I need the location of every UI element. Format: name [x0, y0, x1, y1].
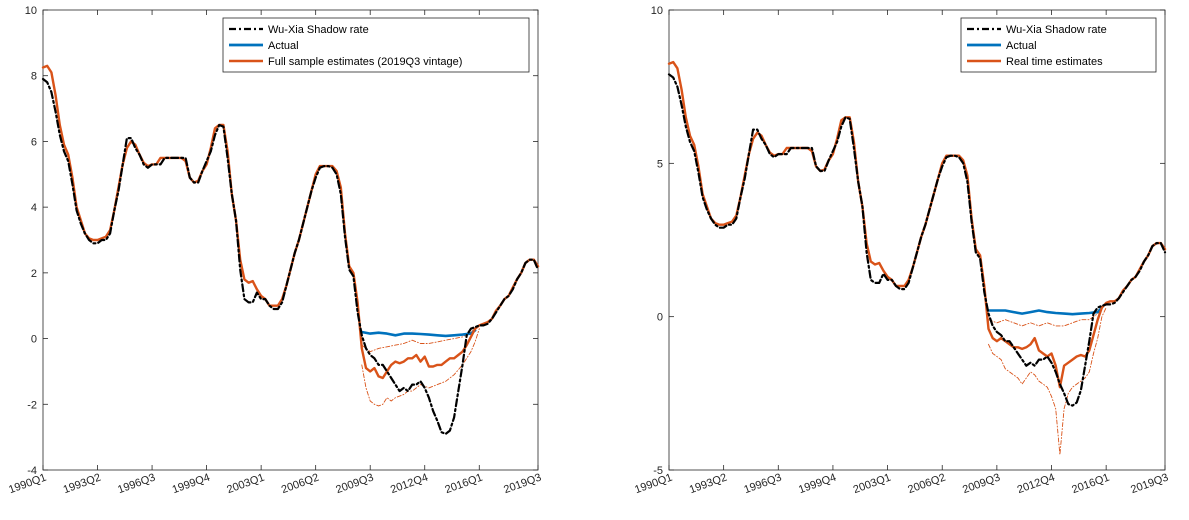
- series-band-lower: [361, 328, 480, 407]
- legend: Wu-Xia Shadow rate Actual Full sample esti…: [222, 17, 530, 73]
- y-tick-label: 0: [31, 334, 37, 346]
- y-tick-label: -5: [653, 465, 663, 477]
- series-line-shadow-rate: [41, 77, 540, 435]
- y-tick-label: 6: [31, 136, 37, 148]
- legend: Wu-Xia Shadow rate Actual Real time estima…: [960, 17, 1157, 73]
- legend-box: [222, 17, 530, 73]
- legend-label-shadow: Wu-Xia Shadow rate: [268, 24, 369, 36]
- y-tick-label: -4: [27, 465, 37, 477]
- y-tick-label: -2: [27, 399, 37, 411]
- plot-area-frame: [668, 9, 1166, 471]
- y-tick-label: 4: [31, 202, 37, 214]
- y-tick-label: 5: [657, 158, 663, 170]
- legend-label-actual: Actual: [268, 40, 299, 52]
- series-band-lower: [988, 307, 1107, 456]
- series-band-upper: [988, 307, 1103, 327]
- legend-label-actual: Actual: [1006, 40, 1037, 52]
- plot-area-frame: [42, 9, 539, 471]
- series-band-upper: [361, 328, 476, 353]
- y-tick-label: 10: [651, 5, 663, 17]
- legend-label-estimate: Real time estimates: [1006, 56, 1103, 68]
- legend-label-shadow: Wu-Xia Shadow rate: [1006, 24, 1107, 36]
- y-tick-label: 8: [31, 71, 37, 83]
- legend-label-estimate: Full sample estimates (2019Q3 vintage): [268, 56, 462, 68]
- y-tick-label: 10: [25, 5, 37, 17]
- series-line-actual: [987, 306, 1104, 316]
- y-tick-label: 2: [31, 268, 37, 280]
- y-tick-label: 0: [657, 312, 663, 324]
- series-line-shadow-rate: [667, 73, 1167, 407]
- series-line-actual: [360, 329, 477, 338]
